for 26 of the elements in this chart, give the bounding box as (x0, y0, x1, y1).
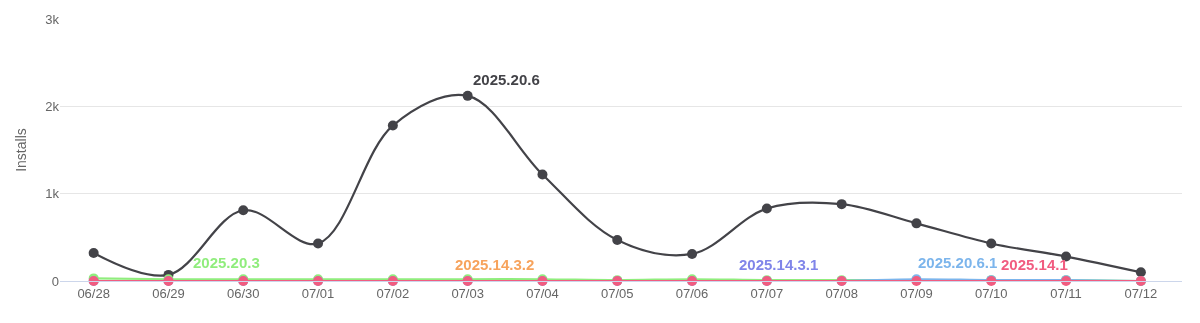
y-tick-label: 1k (45, 186, 60, 202)
series-label: 2025.20.3 (193, 254, 260, 271)
series-label: 2025.20.6.1 (918, 254, 998, 271)
x-tick-label: 07/06 (675, 285, 709, 301)
y-tick-label: 0 (51, 273, 59, 289)
y-tick-label: 3k (45, 11, 60, 27)
x-tick-label: 07/05 (600, 285, 634, 301)
x-tick-label: 07/10 (974, 285, 1008, 301)
series-label: 2025.14.1 (1001, 256, 1068, 273)
x-tick-label: 07/03 (451, 285, 484, 301)
y-tick-label: 2k (45, 98, 60, 114)
x-tick-label: 07/08 (825, 285, 858, 301)
x-tick-label: 07/04 (526, 285, 559, 301)
legend-label: 2025.14.3.1 (739, 256, 819, 273)
legend-label: 2025.14.3.2 (455, 256, 535, 273)
series-label: 2025.20.6 (473, 71, 540, 88)
x-tick-label: 06/29 (152, 285, 185, 301)
x-tick-label: 07/11 (1050, 285, 1082, 301)
x-tick-label: 07/12 (1124, 285, 1158, 301)
x-tick-label: 07/07 (750, 285, 784, 301)
x-tick-label: 06/30 (226, 285, 260, 301)
x-tick-label: 07/02 (376, 285, 410, 301)
x-tick-label: 07/01 (301, 285, 335, 301)
x-tick-label: 07/09 (900, 285, 933, 301)
x-tick-label: 06/28 (77, 285, 110, 301)
y-axis-title: Installs (12, 128, 29, 172)
